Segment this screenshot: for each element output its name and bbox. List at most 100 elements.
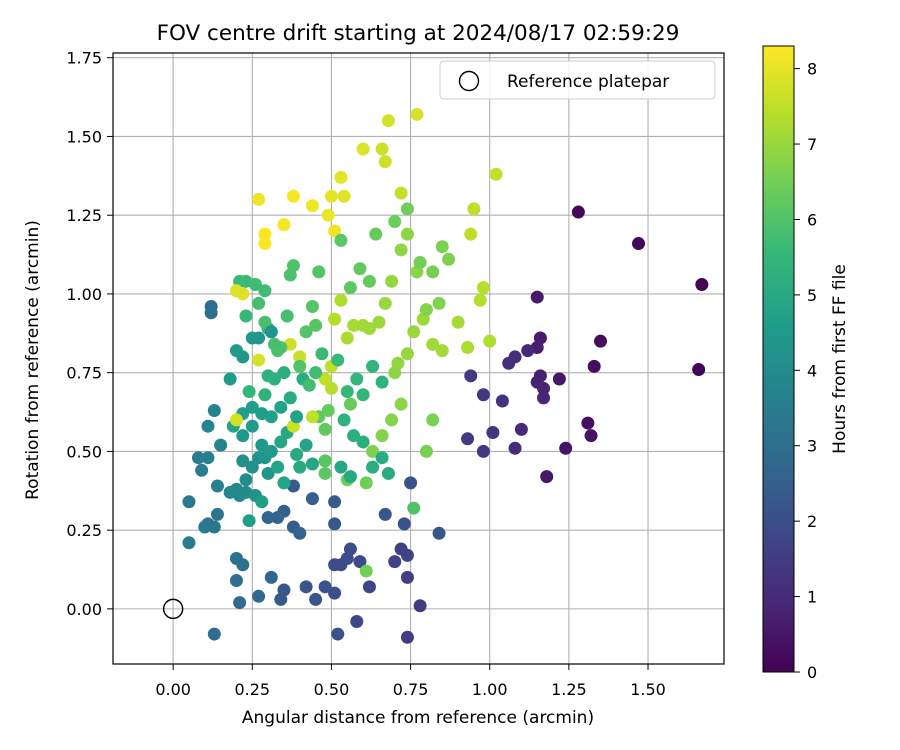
y-tick-label: 1.75: [66, 49, 102, 68]
scatter-point: [271, 511, 285, 525]
scatter-point: [337, 413, 351, 427]
scatter-point: [400, 347, 414, 361]
scatter-point: [264, 570, 278, 584]
legend-box: [439, 60, 716, 100]
scatter-point: [340, 331, 354, 345]
colorbar: [762, 45, 795, 673]
scatter-point: [264, 444, 278, 458]
scatter-point: [394, 243, 408, 257]
scatter-point: [356, 435, 370, 449]
scatter-point: [318, 580, 332, 594]
scatter-point: [252, 192, 266, 206]
x-axis-ticks: 0.00 0.25 0.50 0.75 1.00 1.25 1.50: [155, 664, 666, 699]
scatter-point: [182, 536, 196, 550]
scatter-point: [334, 233, 348, 247]
scatter-point: [343, 397, 357, 411]
scatter-point: [692, 363, 706, 377]
scatter-point: [277, 476, 291, 490]
scatter-point: [435, 344, 449, 358]
scatter-point: [261, 466, 275, 480]
scatter-point: [293, 359, 307, 373]
scatter-point: [245, 400, 259, 414]
scatter-point: [271, 460, 285, 474]
scatter-point: [318, 454, 332, 468]
scatter-point: [476, 281, 490, 295]
scatter-point: [486, 426, 500, 440]
scatter-point: [255, 495, 269, 509]
scatter-point: [293, 526, 307, 540]
scatter-point: [210, 507, 224, 521]
scatter-point: [394, 397, 408, 411]
data-points: [182, 107, 709, 644]
scatter-point: [318, 466, 332, 480]
scatter-point: [372, 315, 386, 329]
scatter-point: [359, 564, 373, 578]
scatter-point: [334, 293, 348, 307]
scatter-point: [248, 277, 262, 291]
y-tick-label: 0.00: [66, 600, 102, 619]
scatter-point: [581, 416, 595, 430]
scatter-point: [537, 381, 551, 395]
plot-frame: [112, 52, 725, 665]
scatter-point: [451, 315, 465, 329]
scatter-point: [359, 476, 373, 490]
y-tick-label: 0.25: [66, 521, 102, 540]
scatter-point: [207, 403, 221, 417]
scatter-point: [435, 240, 449, 254]
scatter-point: [223, 372, 237, 386]
scatter-point: [252, 353, 266, 367]
scatter-point: [400, 548, 414, 562]
scatter-point: [261, 511, 275, 525]
scatter-point: [464, 227, 478, 241]
scatter-point: [347, 318, 361, 332]
scatter-point: [419, 303, 433, 317]
colorbar-label: Hours from first FF file: [830, 264, 850, 454]
scatter-point: [442, 252, 456, 266]
scatter-point: [201, 451, 215, 465]
scatter-point: [594, 334, 608, 348]
scatter-point: [283, 391, 297, 405]
scatter-point: [305, 410, 319, 424]
scatter-point: [426, 413, 440, 427]
scatter-point: [540, 470, 554, 484]
scatter-point: [286, 189, 300, 203]
scatter-point: [245, 460, 259, 474]
scatter-point: [375, 451, 389, 465]
scatter-point: [397, 517, 411, 531]
scatter-point: [381, 466, 395, 480]
scatter-point: [362, 322, 376, 336]
x-tick-label: 1.50: [630, 680, 666, 699]
y-tick-label: 1.50: [66, 127, 102, 146]
scatter-point: [407, 501, 421, 515]
scatter-point: [328, 517, 342, 531]
scatter-point: [309, 318, 323, 332]
scatter-point: [309, 592, 323, 606]
scatter-point: [340, 385, 354, 399]
scatter-point: [210, 479, 224, 493]
scatter-point: [321, 403, 335, 417]
scatter-point: [239, 473, 253, 487]
scatter-point: [400, 630, 414, 644]
scatter-point: [400, 227, 414, 241]
scatter-point: [407, 325, 421, 339]
colorbar-tick-label: 1: [807, 588, 817, 607]
scatter-point: [476, 444, 490, 458]
scatter-point: [280, 309, 294, 323]
scatter-point: [255, 407, 269, 421]
scatter-point: [530, 290, 544, 304]
scatter-point: [331, 627, 345, 641]
scatter-point: [236, 350, 250, 364]
scatter-point: [277, 366, 291, 380]
scatter-point: [229, 574, 243, 588]
scatter-point: [432, 296, 446, 310]
scatter-point: [264, 325, 278, 339]
scatter-point: [394, 186, 408, 200]
colorbar-tick-label: 0: [807, 663, 817, 682]
scatter-point: [495, 394, 509, 408]
scatter-point: [239, 309, 253, 323]
scatter-point: [587, 359, 601, 373]
legend-entry-reference: Reference platepar: [507, 72, 669, 92]
scatter-point: [375, 142, 389, 156]
scatter-point: [426, 337, 440, 351]
scatter-point: [356, 142, 370, 156]
